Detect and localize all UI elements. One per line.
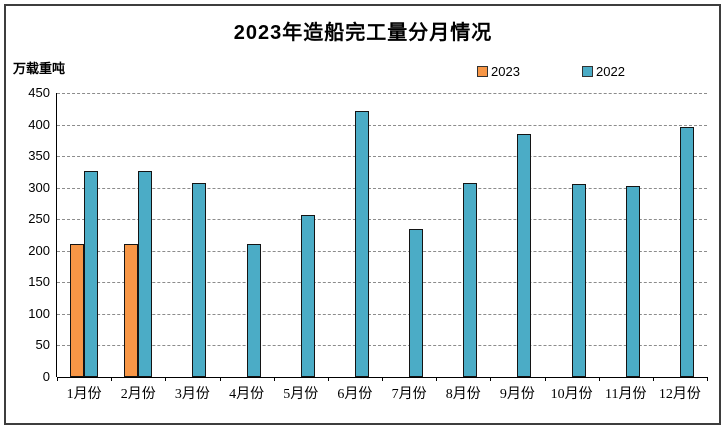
x-axis-tick [436,377,438,381]
bar-2022-month-10 [571,184,586,377]
gridline-150 [57,282,707,284]
bar-2022-month-7 [409,229,424,377]
bar-2022-month-9 [517,134,532,377]
gridline-300 [57,187,707,189]
bar-2022-month-6 [354,111,369,377]
bar-2022-month-12 [679,127,694,377]
gridline-350 [57,156,707,158]
x-axis-label-month-4: 4月份 [229,387,265,402]
y-axis-tick-label: 350 [28,148,50,164]
bar-2022-month-3 [192,183,207,377]
chart-title: 2023年造船完工量分月情况 [233,22,493,44]
x-axis-tick [111,377,113,381]
x-axis-label-month-2: 2月份 [120,387,156,402]
x-axis-tick [327,377,329,381]
bar-2023-month-2 [124,244,139,377]
legend-item-2022: 2022 [582,64,625,79]
y-axis-tick-label: 100 [28,305,50,321]
legend-swatch-2022-icon [582,66,593,77]
legend-swatch-2023-icon [477,66,488,77]
x-axis-label-month-10: 10月份 [550,387,593,402]
gridline-400 [57,124,707,126]
gridline-450 [57,93,707,94]
x-axis-label-month-6: 6月份 [337,387,373,402]
x-axis-tick [707,377,708,381]
y-axis-tick-label: 250 [28,211,50,227]
x-axis-tick [490,377,492,381]
x-axis-label-month-9: 9月份 [499,387,535,402]
x-axis-label-month-12: 12月份 [658,387,701,402]
bar-2023-month-1 [70,244,85,377]
x-axis-tick [382,377,383,381]
x-axis-label-month-8: 8月份 [445,387,481,402]
y-axis-tick-label: 0 [42,369,50,384]
x-axis-tick [219,377,221,381]
gridline-200 [57,250,707,252]
x-axis-label-month-3: 3月份 [174,387,210,402]
x-axis-tick [598,377,600,381]
y-axis-unit-label: 万载重吨 [13,61,66,76]
x-axis-tick [57,377,58,381]
bar-2022-month-2 [138,171,153,377]
x-axis-label-month-5: 5月份 [283,387,319,402]
plot-area [56,93,708,381]
gridline-50 [57,345,707,347]
y-axis-tick-label: 300 [28,179,50,195]
bar-2022-month-4 [246,244,261,377]
legend-item-2023: 2023 [477,64,520,79]
y-axis-line [56,93,57,377]
x-axis-label-month-11: 11月份 [605,387,647,402]
x-axis-tick [165,377,167,381]
gridline-250 [57,219,707,221]
y-axis-tick-label: 50 [35,337,50,353]
gridline-100 [57,313,707,315]
y-axis-tick-label: 150 [28,274,50,290]
bar-2022-month-5 [300,215,315,377]
x-axis-tick [273,377,275,381]
bar-2022-month-1 [84,171,99,377]
x-axis-tick [544,377,546,381]
x-axis-label-month-7: 7月份 [391,387,427,402]
bar-2022-month-11 [625,186,640,377]
legend-label-2022: 2022 [596,64,625,79]
y-axis-tick-label: 450 [28,85,50,100]
x-axis-tick [652,377,654,381]
y-axis-tick-label: 400 [28,116,50,132]
legend-label-2023: 2023 [491,64,520,79]
x-axis-label-month-1: 1月份 [66,387,102,402]
y-axis-tick-label: 200 [28,242,50,258]
bar-2022-month-8 [463,183,478,377]
